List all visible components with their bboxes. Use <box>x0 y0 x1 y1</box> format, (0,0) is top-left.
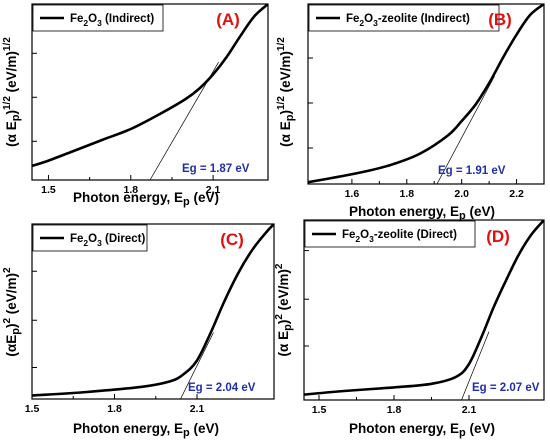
x-tick-label: 1.5 <box>312 404 327 416</box>
x-tick-label: 1.8 <box>123 184 138 196</box>
legend: Fe2​O3​ (Direct) <box>32 224 148 252</box>
band-gap-label: Eg = 2.07 eV <box>472 382 540 394</box>
legend-label: Fe2​O3​-zeolite (Direct) <box>342 229 457 244</box>
band-gap-label: Eg = 2.04 eV <box>188 382 256 394</box>
panel-d: 1.5 1.8 2.1 Fe2​O3​-zeolite (Direct) (D) Eg =… <box>274 219 545 439</box>
x-tick-label: 1.5 <box>41 184 56 196</box>
x-axis-label: Photon energy, Ep (eV) <box>349 421 495 439</box>
x-tick-label: 2.0 <box>454 188 469 200</box>
x-tick-label: 2.1 <box>462 404 477 416</box>
band-gap-tangent-line <box>180 332 214 399</box>
legend: Fe2​O3​ (Indirect) <box>32 4 164 32</box>
x-tick-label: 2.1 <box>206 184 221 196</box>
y-axis-label: (α Ep)2 (eV/m)2 <box>274 263 294 356</box>
x-axis-label: Photon energy, Ep (eV) <box>349 204 495 222</box>
band-gap-tangent-line <box>436 75 495 184</box>
absorption-curve <box>304 220 544 396</box>
plot-frame <box>303 219 545 401</box>
legend-box <box>308 4 500 32</box>
panel-letter: (A) <box>216 10 240 29</box>
x-tick-label: 1.8 <box>399 188 414 200</box>
absorption-curve <box>308 4 544 184</box>
x-tick-label: 1.8 <box>107 403 122 415</box>
x-tick-label: 1.5 <box>25 403 40 415</box>
band-gap-label: Eg = 1.91 eV <box>438 165 506 177</box>
x-tick-label: 2.2 <box>509 188 524 200</box>
panel-letter: (C) <box>220 230 244 249</box>
legend-label: Fe2​O3​-zeolite (Indirect) <box>346 13 470 28</box>
absorption-curve <box>32 224 274 397</box>
y-axis-label: (α Ep)1/2 (eV/m)1/2 <box>276 37 296 147</box>
y-axis-label: (α Ep)1/2 (eV/m)1/2 <box>2 37 22 147</box>
legend: Fe2​O3​-zeolite (Direct) <box>304 220 476 248</box>
x-axis-label: Photon energy, Ep (eV) <box>73 190 219 208</box>
legend: Fe2​O3​-zeolite (Indirect) <box>308 4 500 32</box>
band-gap-label: Eg = 1.87 eV <box>182 163 250 175</box>
absorption-curve <box>32 4 268 168</box>
panel-a: 1.5 1.8 2.1 Fe2​O3​ (Indirect) (A) Eg = 1.87 … <box>2 3 269 208</box>
x-tick-label: 2.1 <box>190 403 205 415</box>
legend-label: Fe2​O3​ (Indirect) <box>70 13 154 28</box>
panel-b: 1.6 1.8 2.0 2.2 Fe2​O3​-zeolite (Indirect) (B… <box>276 3 545 222</box>
x-tick-label: 1.8 <box>387 404 402 416</box>
panel-c: 1.5 1.8 2.1 Fe2​O3​ (Direct) (C) Eg = 2.04 eV… <box>2 223 275 439</box>
plot-frame <box>31 223 275 400</box>
panel-letter: (D) <box>486 227 510 246</box>
x-tick-label: 1.6 <box>345 188 360 200</box>
band-gap-tangent-line <box>461 331 490 400</box>
x-axis-label: Photon energy, Ep (eV) <box>73 421 219 439</box>
panel-letter: (B) <box>488 10 512 29</box>
y-axis-label: (αEp)2 (eV/m)2 <box>2 267 22 357</box>
legend-label: Fe2​O3​ (Direct) <box>70 233 145 248</box>
plot-frame <box>307 3 545 185</box>
